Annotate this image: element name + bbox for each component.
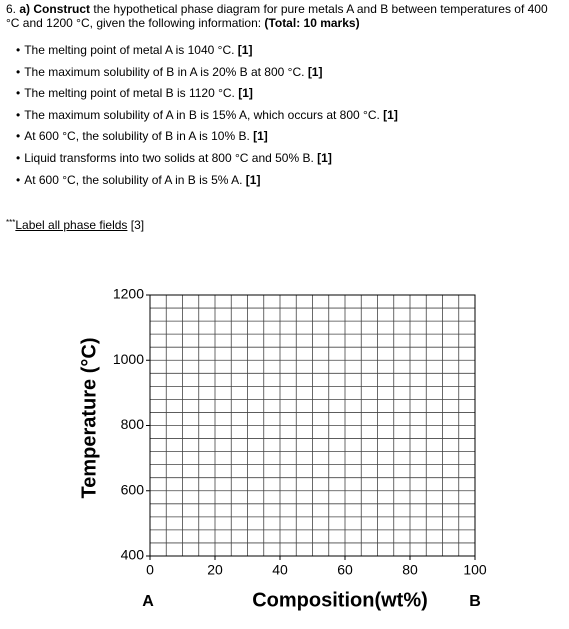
bullet-mark: [1]: [317, 150, 332, 165]
bullet-mark: [1]: [253, 129, 268, 144]
y-tick-label: 800: [121, 416, 145, 432]
bullet-mark: [1]: [307, 64, 323, 79]
x-tick-label: 20: [207, 562, 223, 578]
question: 6. a) Construct the hypothetical phase d…: [6, 2, 562, 30]
bullet-text: The melting point of metal A is 1040 °C.: [24, 43, 235, 57]
q-lead: a) Construct: [19, 2, 91, 16]
y-tick-label: 600: [121, 481, 145, 497]
note: ***Label all phase fields [3]: [6, 218, 144, 232]
bullet: The maximum solubility of A in B is 15% …: [24, 105, 398, 127]
bullet-mark: [1]: [238, 86, 253, 101]
bullet-text: The maximum solubility of A in B is 15% …: [24, 107, 380, 122]
x-tick-label: 60: [337, 562, 353, 578]
bullet: Liquid transforms into two solids at 800…: [24, 148, 398, 170]
bullet-list: The melting point of metal A is 1040 °C.…: [14, 40, 398, 191]
bullet: The melting point of metal B is 1120 °C.…: [24, 83, 398, 105]
bullet-mark: [1]: [245, 172, 261, 187]
x-tick-label: 0: [146, 562, 154, 578]
note-mark: [3]: [130, 218, 145, 232]
bullet-mark: [1]: [383, 107, 398, 122]
bullet-text: At 600 °C, the solubility of A in B is 5…: [24, 172, 243, 187]
bullet: At 600 °C, the solubility of B in A is 1…: [24, 126, 398, 148]
q-total: (Total: 10 marks): [264, 16, 360, 30]
bullet-text: Liquid transforms into two solids at 800…: [24, 150, 314, 165]
bullet-text: At 600 °C, the solubility of B in A is 1…: [24, 129, 250, 144]
bullet-text: The maximum solubility of B in A is 20% …: [24, 64, 305, 79]
note-prefix: ***: [6, 218, 16, 227]
y-axis-label: Temperature (°C): [78, 338, 100, 499]
q-text: the hypothetical phase diagram for pure …: [6, 2, 548, 30]
bullet: The melting point of metal A is 1040 °C.…: [24, 40, 398, 62]
bullet: At 600 °C, the solubility of A in B is 5…: [24, 170, 398, 192]
q-number: 6.: [6, 2, 17, 16]
x-axis-label: Composition(wt%): [252, 589, 428, 611]
x-tick-label: 80: [402, 562, 418, 578]
bullet-mark: [1]: [237, 43, 253, 57]
left-label: A: [142, 593, 154, 610]
y-tick-label: 400: [121, 547, 145, 563]
x-tick-label: 100: [463, 562, 487, 578]
right-label: B: [469, 593, 481, 610]
y-tick-label: 1000: [113, 351, 144, 367]
y-tick-label: 1200: [113, 286, 144, 302]
x-tick-label: 40: [272, 562, 288, 578]
bullet: The maximum solubility of B in A is 20% …: [24, 62, 398, 84]
note-link: Label all phase fields: [15, 218, 128, 232]
bullet-text: The melting point of metal B is 1120 °C.: [24, 86, 235, 101]
